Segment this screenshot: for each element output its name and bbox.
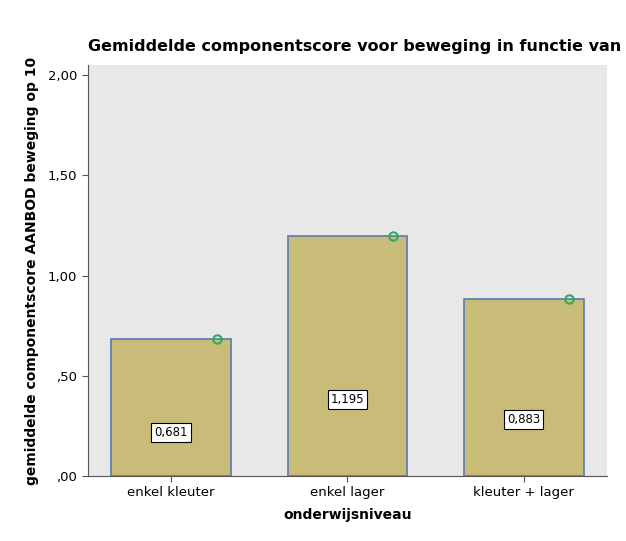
Text: 1,195: 1,195 [331, 393, 364, 406]
Text: 0,883: 0,883 [507, 413, 540, 426]
Bar [464, 299, 583, 476]
Y-axis label: gemiddelde componentscore AANBOD beweging op 10: gemiddelde componentscore AANBOD bewegin… [26, 56, 39, 485]
Bar [287, 236, 408, 476]
Bar [111, 340, 231, 476]
Text: 0,681: 0,681 [155, 426, 188, 439]
Text: Gemiddelde componentscore voor beweging in functie van onderwijsgraad: Gemiddelde componentscore voor beweging … [88, 39, 626, 54]
X-axis label: onderwijsniveau: onderwijsniveau [283, 508, 412, 522]
